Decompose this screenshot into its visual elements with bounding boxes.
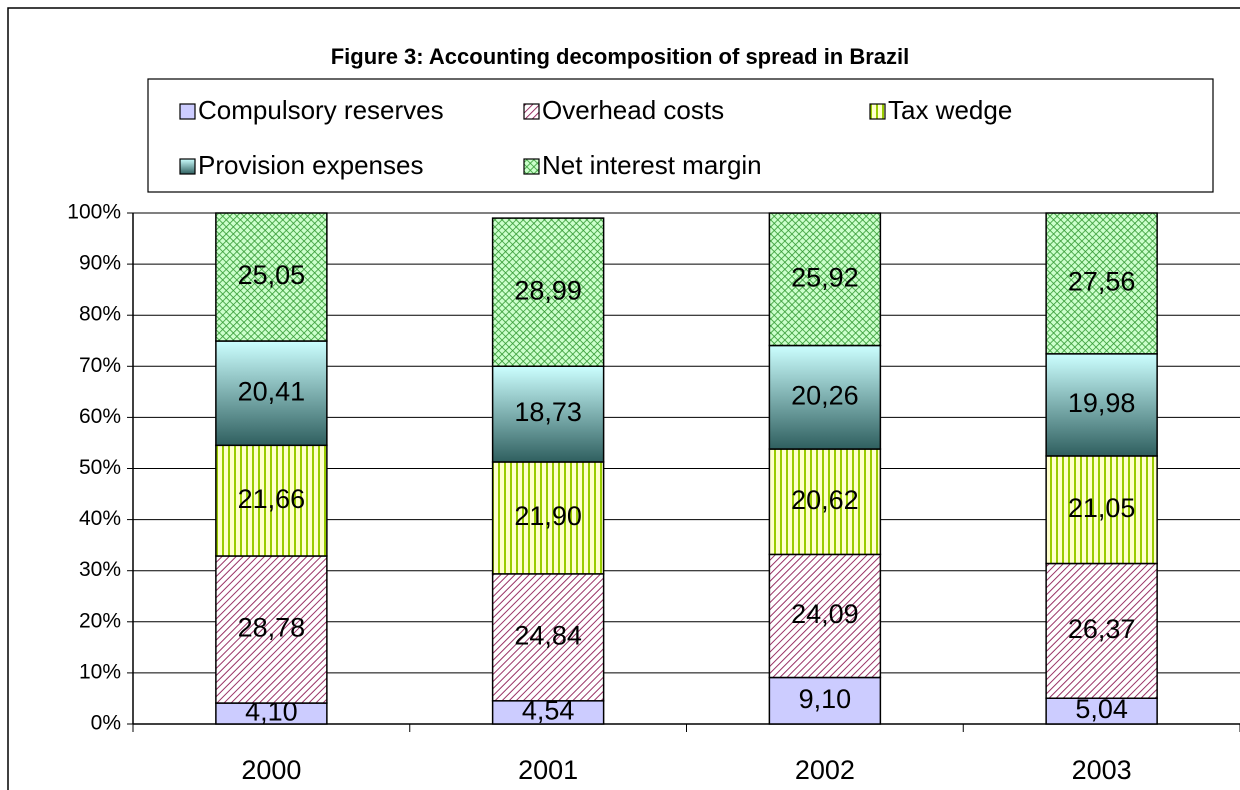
legend [147,78,1214,193]
legend-swatch [523,103,540,120]
bar-segment [215,444,328,557]
legend-swatch [523,158,540,175]
value-label: 25,92 [791,262,859,292]
bar-segment [215,340,328,447]
value-label: 26,37 [1068,614,1136,644]
y-tick-label: 70% [79,354,121,377]
value-label: 25,05 [238,260,306,290]
legend-label: Tax wedge [888,95,1012,125]
legend-label: Compulsory reserves [198,95,444,125]
bar-segment [768,344,882,450]
y-tick-label: 60% [79,405,121,428]
value-label: 20,41 [238,376,306,406]
y-tick-label: 100% [67,201,121,224]
value-label: 21,66 [238,484,306,514]
legend-swatch [869,103,886,120]
bar-segment [491,461,605,575]
x-tick-label: 2000 [241,755,301,785]
bar-segment [215,212,328,342]
bar-segment [768,676,882,725]
chart-title: Figure 3: Accounting decomposition of sp… [331,44,910,69]
value-label: 21,90 [514,501,582,531]
value-label: 5,04 [1075,694,1128,724]
value-label: 28,78 [238,613,306,643]
x-tick-label: 2001 [518,755,578,785]
y-tick-label: 90% [79,252,121,275]
y-tick-label: 40% [79,507,121,530]
x-tick-label: 2002 [795,755,855,785]
bar-segment [491,573,605,702]
value-label: 20,62 [791,485,859,515]
bar-segment [768,553,882,679]
value-label: 21,05 [1068,493,1136,523]
y-tick-label: 10% [79,660,121,683]
legend-label: Provision expenses [198,150,423,180]
bar-segment [1045,353,1158,457]
bar-segment [1045,562,1158,699]
bar-segment [768,212,882,347]
x-tick-label: 2003 [1072,755,1132,785]
bar-segment [491,365,605,463]
bar-segment [491,217,605,367]
value-label: 24,84 [514,620,582,650]
value-label: 20,26 [791,380,859,410]
legend-label: Overhead costs [542,95,724,125]
value-label: 27,56 [1068,267,1136,297]
value-label: 19,98 [1068,388,1136,418]
y-tick-label: 80% [79,303,121,326]
y-tick-label: 50% [79,456,121,479]
y-tick-label: 30% [79,558,121,581]
value-label: 28,99 [514,275,582,305]
legend-swatch [179,103,196,120]
bar-segment [1045,455,1158,565]
legend-label: Net interest margin [542,150,762,180]
value-label: 9,10 [799,684,852,714]
value-label: 24,09 [791,599,859,629]
value-label: 18,73 [514,397,582,427]
legend-swatch [179,158,196,175]
y-tick-label: 20% [79,609,121,632]
bar-segment [768,448,882,556]
bar-segment [1045,212,1158,355]
y-tick-label: 0% [91,712,121,735]
